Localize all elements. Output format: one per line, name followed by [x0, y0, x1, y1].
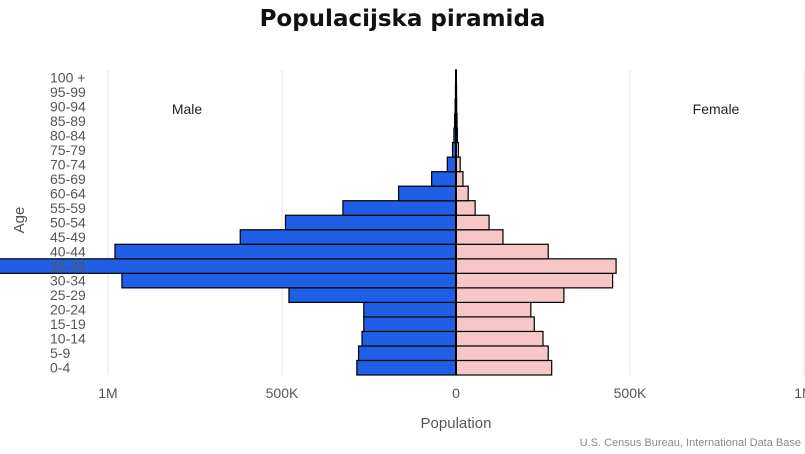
bar-female-15-19: [455, 316, 535, 333]
y-axis-title: Age: [11, 207, 28, 234]
y-tick-label: 80-84: [50, 127, 86, 143]
x-tick-label: 500K: [266, 385, 299, 401]
y-tick-label: 15-19: [50, 316, 86, 332]
y-tick-label: 35-39: [50, 258, 86, 274]
y-tick-label: 60-64: [50, 185, 86, 201]
x-tick-labels: 2M1.5M1M500K0500K1M1.5M2M: [98, 385, 805, 401]
bar-male-25-29: [288, 287, 457, 303]
chart-title: Populacijska piramida: [259, 6, 546, 32]
x-tick-label: 1M: [98, 385, 117, 401]
y-tick-label: 70-74: [50, 156, 86, 172]
bar-female-30-34: [455, 272, 614, 289]
bar-male-30-34: [121, 272, 457, 289]
x-tick-label: 1M: [794, 385, 805, 401]
y-tick-label: 90-94: [50, 98, 86, 114]
y-tick-label: 10-14: [50, 331, 86, 347]
bar-male-60-64: [397, 185, 457, 202]
x-axis-title: Population: [421, 415, 492, 432]
bar-male-5-9: [357, 345, 457, 362]
y-tick-labels: 0-45-910-1415-1920-2425-2930-3435-3940-4…: [50, 69, 86, 375]
bars: [0, 69, 617, 376]
y-tick-label: 55-59: [50, 200, 86, 216]
bar-female-20-24: [455, 301, 532, 318]
bar-male-70-74: [446, 156, 457, 173]
y-tick-label: 45-49: [50, 229, 86, 245]
y-tick-label: 50-54: [50, 215, 86, 231]
y-tick-label: 85-89: [50, 113, 86, 129]
bar-male-40-44: [114, 243, 457, 260]
y-tick-label: 20-24: [50, 302, 86, 318]
bar-female-25-29: [455, 287, 565, 303]
bar-female-10-14: [455, 330, 544, 347]
y-tick-label: 5-9: [50, 345, 70, 361]
y-tick-label: 65-69: [50, 171, 86, 187]
legend-male-label: Male: [172, 101, 203, 117]
data-source-note: U.S. Census Bureau, International Data B…: [579, 437, 801, 449]
bar-male-50-54: [284, 214, 457, 231]
bar-female-60-64: [455, 185, 469, 202]
bar-female-55-59: [455, 200, 476, 216]
y-tick-label: 40-44: [50, 244, 86, 260]
bar-female-0-4: [455, 359, 553, 376]
y-tick-label: 75-79: [50, 142, 86, 158]
bar-male-55-59: [342, 200, 457, 216]
y-tick-label: 25-29: [50, 287, 86, 303]
x-tick-label: 500K: [614, 385, 647, 401]
bar-male-20-24: [363, 301, 457, 318]
bar-male-65-69: [431, 171, 457, 187]
y-tick-label: 95-99: [50, 84, 86, 100]
bar-male-15-19: [363, 316, 457, 333]
bar-female-65-69: [455, 171, 464, 187]
bar-female-35-39: [455, 258, 617, 274]
y-tick-label: 30-34: [50, 273, 86, 289]
bar-female-40-44: [455, 243, 549, 260]
y-tick-label: 100 +: [50, 69, 85, 85]
x-tick-label: 0: [452, 385, 460, 401]
y-tick-label: 0-4: [50, 360, 70, 376]
bar-female-50-54: [455, 214, 490, 231]
legend-female-label: Female: [693, 101, 740, 117]
bar-male-0-4: [356, 359, 457, 376]
bar-female-5-9: [455, 345, 549, 362]
bar-male-45-49: [239, 229, 457, 245]
grid-lines: [107, 70, 805, 375]
bar-male-10-14: [361, 330, 457, 347]
bar-female-45-49: [455, 229, 504, 245]
